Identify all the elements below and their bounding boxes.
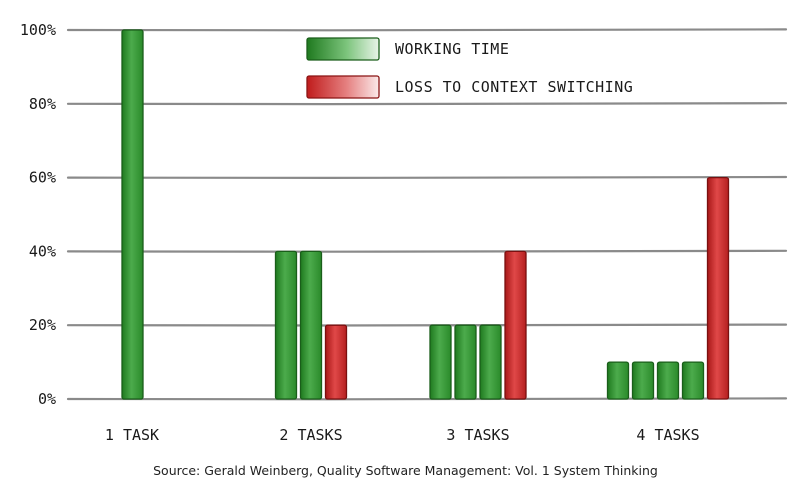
legend-label: WORKING TIME bbox=[395, 40, 509, 58]
gridline bbox=[66, 102, 788, 106]
gridline bbox=[66, 175, 788, 179]
source-note: Source: Gerald Weinberg, Quality Softwar… bbox=[153, 463, 658, 478]
legend-label: LOSS TO CONTEXT SWITCHING bbox=[395, 78, 633, 96]
bar-loss-to-context-switching bbox=[504, 250, 527, 400]
y-tick-label: 80% bbox=[29, 95, 56, 113]
bar-working-time bbox=[274, 250, 298, 400]
gridline bbox=[66, 323, 788, 327]
x-category-label: 3 TASKS bbox=[446, 426, 509, 444]
y-tick-label: 100% bbox=[20, 21, 56, 39]
bar-working-time bbox=[606, 361, 630, 400]
y-tick-label: 0% bbox=[38, 390, 56, 408]
bar-working-time bbox=[631, 361, 655, 400]
bar-loss-to-context-switching bbox=[324, 324, 348, 400]
y-axis: 0% 20% 40% 60% 80% 100% bbox=[20, 21, 56, 408]
gridline bbox=[66, 28, 788, 32]
bar-working-time bbox=[299, 250, 323, 400]
legend-swatch bbox=[306, 37, 380, 61]
bars bbox=[121, 29, 730, 400]
bar-loss-to-context-switching bbox=[706, 176, 730, 400]
bar-working-time bbox=[681, 361, 705, 400]
y-tick-label: 40% bbox=[29, 242, 56, 260]
y-tick-label: 20% bbox=[29, 316, 56, 334]
legend: WORKING TIME LOSS TO CONTEXT SWITCHING bbox=[306, 37, 633, 99]
bar-working-time bbox=[429, 324, 452, 400]
bar-working-time bbox=[454, 324, 477, 400]
x-axis: 1 TASK 2 TASKS 3 TASKS 4 TASKS bbox=[105, 426, 700, 444]
x-category-label: 1 TASK bbox=[105, 426, 159, 444]
bar-working-time bbox=[479, 324, 502, 400]
x-category-label: 2 TASKS bbox=[279, 426, 342, 444]
bar-working-time bbox=[656, 361, 680, 400]
bar-working-time bbox=[121, 29, 144, 400]
gridline bbox=[66, 249, 788, 253]
x-category-label: 4 TASKS bbox=[636, 426, 699, 444]
legend-swatch bbox=[306, 75, 380, 99]
y-tick-label: 60% bbox=[29, 169, 56, 187]
